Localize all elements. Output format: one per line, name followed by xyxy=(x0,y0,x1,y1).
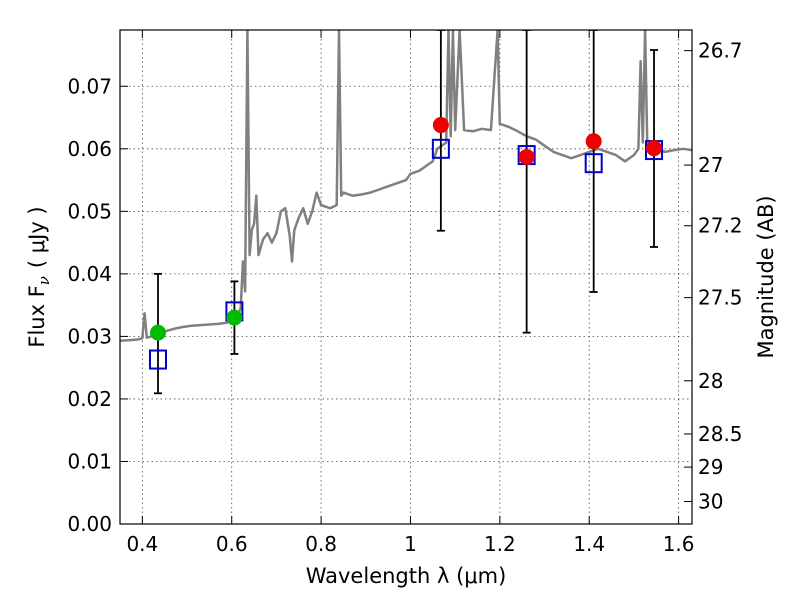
observed-point xyxy=(646,140,663,157)
right-y-tick-label: 30 xyxy=(698,489,723,513)
x-tick-label: 1 xyxy=(404,532,417,556)
model-point xyxy=(148,349,167,370)
x-tick-label: 0.4 xyxy=(126,532,158,556)
y-tick-label: 0.05 xyxy=(67,199,112,223)
y-tick-label: 0.00 xyxy=(67,512,112,536)
y-tick-label: 0.04 xyxy=(67,262,112,286)
x-axis-label: Wavelength λ (μm) xyxy=(306,564,507,588)
y-axis-left-label: Flux Fν ( μJy ) xyxy=(25,206,53,347)
right-y-tick-label: 27.5 xyxy=(698,286,743,310)
y-axis-left-label-subscript: ν xyxy=(35,276,53,285)
plot-frame xyxy=(119,29,693,525)
y-tick-label: 0.06 xyxy=(67,137,112,161)
right-y-tick-label: 27.2 xyxy=(698,214,743,238)
y-axis-right-label: Magnitude (AB) xyxy=(754,195,778,358)
x-tick-label: 1.6 xyxy=(663,532,695,556)
x-tick-label: 0.6 xyxy=(216,532,248,556)
svg-text:Flux Fν( μJy ): Flux Fν ( μJy ) xyxy=(25,206,53,347)
y-tick-label: 0.02 xyxy=(67,387,112,411)
observed-point xyxy=(432,117,449,134)
right-y-tick-label: 27 xyxy=(698,153,723,177)
model-point xyxy=(584,153,603,174)
right-y-tick-label: 28 xyxy=(698,369,723,393)
observed-photometry-series xyxy=(149,117,663,341)
y-tick-label: 0.07 xyxy=(67,74,112,98)
x-tick-label: 0.8 xyxy=(305,532,337,556)
y-tick-label: 0.01 xyxy=(67,449,112,473)
x-tick-label: 1.4 xyxy=(573,532,605,556)
right-y-tick-label: 26.7 xyxy=(698,39,743,63)
axis-ticks: 0.4 0.6 0.8 1 1.2 1.4 1.6 0.00 0.01 0.02 0.03 0.04 0… xyxy=(67,30,743,556)
model-point xyxy=(431,138,450,159)
observed-point xyxy=(585,133,602,150)
x-tick-label: 1.2 xyxy=(484,532,516,556)
observed-point xyxy=(226,309,243,326)
y-axis-left-label-main: Flux F xyxy=(25,285,49,347)
y-tick-label: 0.03 xyxy=(67,324,112,348)
right-y-tick-label: 29 xyxy=(698,455,723,479)
observed-point xyxy=(149,324,166,341)
observed-point xyxy=(518,148,535,165)
right-y-tick-label: 28.5 xyxy=(698,422,743,446)
y-axis-left-label-unit: ( μJy ) xyxy=(25,206,49,268)
